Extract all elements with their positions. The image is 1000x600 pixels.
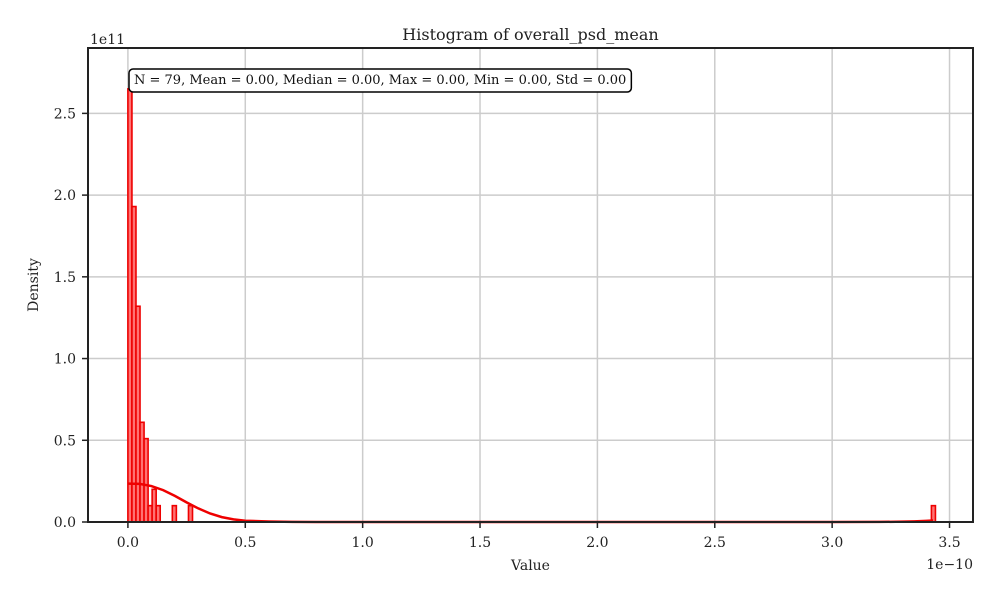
stats-box-frame: [128, 68, 633, 93]
kde-curve: [127, 482, 934, 524]
y-tick-label: 0.0: [54, 515, 76, 531]
x-tick-label: 0.0: [117, 535, 139, 551]
histogram-bar: [171, 504, 178, 523]
x-tick-label: 1.5: [469, 535, 491, 551]
x-tick-label: 2.0: [586, 535, 608, 551]
x-tick-label: 0.5: [234, 535, 256, 551]
x-tick-label: 2.5: [704, 535, 726, 551]
y-axis-ticks: 0.0 0.5 1.0 1.5 2.0 2.5: [54, 106, 88, 531]
y-tick-label: 1.5: [54, 270, 76, 286]
y-tick-label: 0.5: [54, 433, 76, 449]
stats-box: N = 79, Mean = 0.00, Median = 0.00, Max …: [128, 68, 633, 93]
x-tick-label: 1.0: [352, 535, 374, 551]
x-tick-label: 3.5: [938, 535, 960, 551]
x-axis-offset-label: 1e−10: [926, 557, 973, 573]
y-tick-label: 2.5: [54, 106, 76, 122]
y-axis-offset-label: 1e11: [90, 32, 125, 48]
y-axis-label: Density: [26, 258, 42, 312]
stats-box-text: N = 79, Mean = 0.00, Median = 0.00, Max …: [134, 73, 626, 88]
x-axis-label: Value: [510, 558, 550, 574]
plot-frame: [87, 47, 974, 523]
histogram-bar: [155, 504, 162, 523]
grid: [88, 48, 973, 523]
y-tick-label: 1.0: [54, 352, 76, 368]
x-tick-label: 3.0: [821, 535, 843, 551]
chart-title: Histogram of overall_psd_mean: [402, 25, 658, 44]
histogram-bar: [187, 504, 194, 523]
y-tick-label: 2.0: [54, 188, 76, 204]
histogram-bars: [127, 88, 937, 523]
x-axis-ticks: 0.0 0.5 1.0 1.5 2.0 2.5 3.0 3.5: [117, 522, 961, 551]
